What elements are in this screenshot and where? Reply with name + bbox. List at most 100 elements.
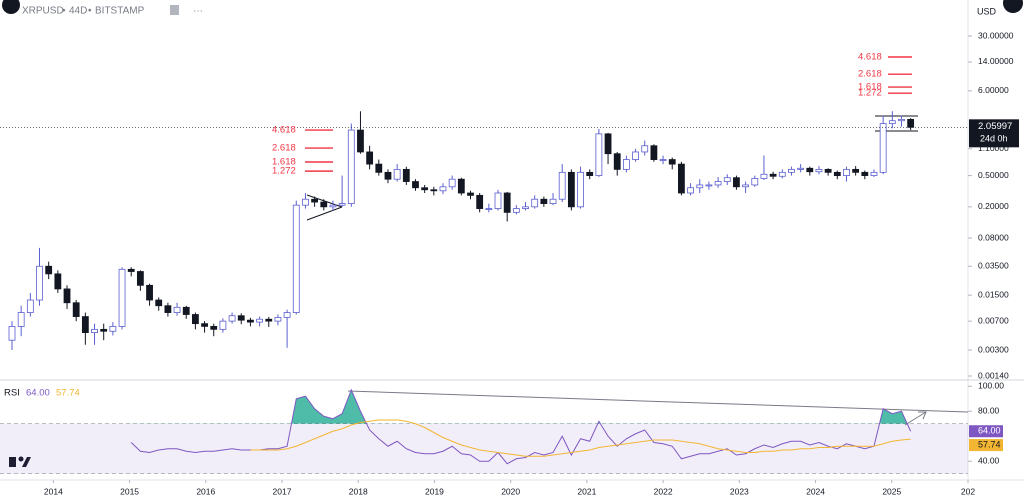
menu-button[interactable] xyxy=(1003,0,1023,13)
header: XRPUSD • 44D • BITSTAMP ··· USD xyxy=(2,0,1023,17)
rsi-band xyxy=(0,423,968,474)
candle-body xyxy=(824,168,832,173)
candle-body xyxy=(201,323,208,327)
candle-body xyxy=(604,133,612,155)
candle-body xyxy=(375,163,383,173)
candle-body xyxy=(146,284,153,301)
candle-body xyxy=(843,168,850,176)
candle-body xyxy=(118,268,126,327)
candle-body xyxy=(705,184,713,187)
candle-body xyxy=(852,168,860,173)
candle-body xyxy=(494,192,502,209)
candle-body xyxy=(687,187,694,194)
candle-body xyxy=(265,318,273,322)
candle-body xyxy=(8,325,16,341)
candle-body xyxy=(311,198,319,203)
candle-body xyxy=(274,317,282,322)
candle-body xyxy=(109,325,117,332)
candle-body xyxy=(870,171,878,176)
candle-body xyxy=(714,181,722,186)
candle-body xyxy=(733,177,740,188)
y-tick-label: 80.00 xyxy=(978,406,1000,416)
candle-body xyxy=(531,198,539,208)
y-tick-label: 1.10000 xyxy=(978,143,1009,153)
flag-button[interactable] xyxy=(170,5,179,15)
candle-body xyxy=(650,145,658,160)
candle-body xyxy=(769,173,777,177)
candle-body xyxy=(237,315,245,321)
candle-body xyxy=(63,288,71,304)
candle-body xyxy=(668,159,676,165)
candle-body xyxy=(723,177,731,182)
currency-button[interactable]: USD xyxy=(977,6,997,16)
legend-value: 57.74 xyxy=(56,388,80,399)
candle-body xyxy=(907,118,915,128)
y-tick-label: 0.00140 xyxy=(978,370,1009,380)
rsi-arrow-head xyxy=(918,411,927,420)
interval: 44D xyxy=(69,6,87,17)
candle-body xyxy=(512,208,520,213)
candle-body xyxy=(678,163,685,194)
symbol: XRPUSD xyxy=(22,6,64,17)
candle-body xyxy=(577,171,584,208)
fib-label: 1.618 xyxy=(272,157,296,168)
candle-body xyxy=(412,181,419,189)
x-tick-label: 2023 xyxy=(730,486,749,496)
candle-body xyxy=(476,194,484,209)
candle-body xyxy=(586,171,594,176)
candle-body xyxy=(292,204,300,313)
legend-value: 64.00 xyxy=(26,388,50,399)
candle-body xyxy=(127,268,135,272)
x-tick-label: 202 xyxy=(961,486,975,496)
y-tick-label: 0.20000 xyxy=(978,201,1009,211)
fib-label: 1.618 xyxy=(858,82,882,93)
candle-body xyxy=(247,319,254,323)
candle-body xyxy=(228,315,236,322)
y-tick-label: 0.08000 xyxy=(978,232,1009,242)
candle-body xyxy=(283,312,291,318)
fib-label: 2.618 xyxy=(858,69,882,80)
candle-body xyxy=(36,265,43,301)
candle-body xyxy=(613,153,621,170)
candle-body xyxy=(210,325,218,330)
candle-body xyxy=(879,123,887,173)
x-tick-label: 2020 xyxy=(501,486,520,496)
more-button[interactable]: ··· xyxy=(193,6,203,17)
x-tick-label: 2018 xyxy=(349,486,368,496)
candle-body xyxy=(595,133,603,176)
candle-body xyxy=(751,178,759,186)
y-tick-label: 40.00 xyxy=(978,456,1000,466)
fib-label: 4.618 xyxy=(272,125,296,136)
candle-body xyxy=(439,186,447,192)
candle-body xyxy=(357,129,364,153)
y-tick-label: 0.00700 xyxy=(978,315,1009,325)
candle-body xyxy=(155,299,163,307)
x-tick-label: 2016 xyxy=(196,486,215,496)
candle-body xyxy=(558,171,566,200)
y-tick-label: 100.00 xyxy=(978,381,1004,391)
y-tick-label: 30.00000 xyxy=(978,30,1014,40)
y-tick-label: 0.03500 xyxy=(978,261,1009,271)
candle-body xyxy=(72,302,80,317)
fib-label: 4.618 xyxy=(858,52,882,63)
candle-body xyxy=(659,159,667,161)
candle-body xyxy=(393,168,401,180)
candle-body xyxy=(898,118,905,122)
close-button[interactable] xyxy=(2,0,20,14)
candle-body xyxy=(320,201,328,208)
rsi-trendline xyxy=(347,390,969,413)
candle-body xyxy=(522,206,529,209)
candle-body xyxy=(888,120,896,124)
x-tick-label: 2015 xyxy=(120,486,139,496)
logo-part xyxy=(18,456,24,462)
axis-value-box xyxy=(969,439,1003,452)
x-tick-label: 2024 xyxy=(806,486,825,496)
candle-body xyxy=(540,198,548,204)
fib-label: 2.618 xyxy=(272,143,296,154)
candle-body xyxy=(641,145,649,153)
fib-label: 1.272 xyxy=(272,166,296,177)
candle-body xyxy=(384,171,392,180)
candle-body xyxy=(191,314,199,325)
candle-body xyxy=(136,271,144,286)
